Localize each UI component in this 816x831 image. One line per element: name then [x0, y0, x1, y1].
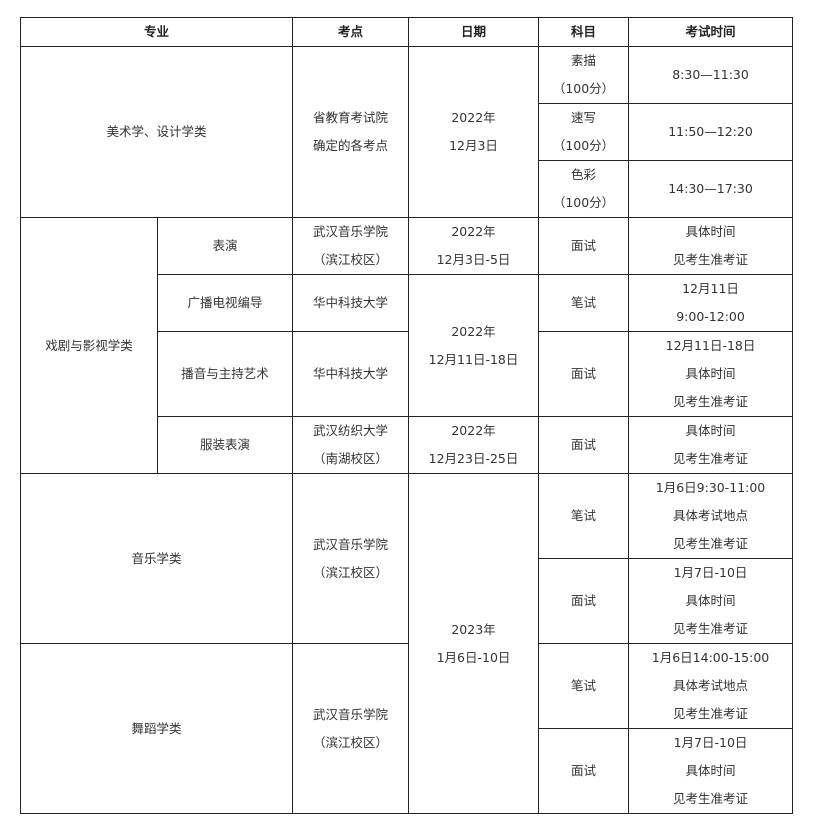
- location-cell: 省教育考试院 确定的各考点: [292, 46, 410, 218]
- subject-cell: 素描 （100分）: [538, 46, 630, 104]
- time-cell: 1月7日-10日 具体时间 见考生准考证: [628, 558, 794, 644]
- subject-cell: 笔试: [538, 643, 630, 729]
- header-date: 日期: [408, 17, 540, 47]
- location-cell: 武汉音乐学院 （滨江校区）: [292, 473, 410, 644]
- table-row: 广播电视编导 华中科技大学 2022年 12月11日-18日 笔试 12月11日…: [21, 274, 794, 417]
- sub-major-cell: 广播电视编导: [156, 274, 294, 332]
- subject-cell: 色彩 （100分）: [538, 160, 630, 218]
- subject-cell: 笔试: [538, 274, 630, 332]
- location-cell: 武汉纺织大学 （南湖校区）: [292, 416, 410, 474]
- subject-cell: 速写 （100分）: [538, 103, 630, 161]
- time-cell: 12月11日-18日 具体时间 见考生准考证: [628, 331, 794, 417]
- table-row: 面试 1月7日-10日 具体时间 见考生准考证: [21, 728, 794, 814]
- subject-cell: 笔试: [538, 473, 630, 559]
- location-cell: 华中科技大学: [292, 274, 410, 332]
- date-cell: 2022年 12月3日-5日: [408, 217, 540, 275]
- header-time: 考试时间: [628, 17, 794, 47]
- time-cell: 1月6日14:00-15:00 具体考试地点 见考生准考证: [628, 643, 794, 729]
- major-cell: 舞蹈学类: [19, 643, 294, 814]
- sub-major-cell: 服装表演: [156, 416, 294, 474]
- header-row: 专业 考点 日期 科目 考试时间: [19, 17, 794, 47]
- date-cell: 2022年 12月23日-25日: [408, 416, 540, 474]
- time-cell: 1月6日9:30-11:00 具体考试地点 见考生准考证: [628, 473, 794, 559]
- major-cell: 美术学、设计学类: [19, 46, 294, 218]
- time-cell: 具体时间 见考生准考证: [628, 416, 794, 474]
- major-cell: 音乐学类: [19, 473, 294, 644]
- table-row: 戏剧与影视学类 表演 武汉音乐学院 （滨江校区） 2022年 12月3日-5日 …: [20, 217, 794, 474]
- location-cell: 武汉音乐学院 （滨江校区）: [292, 217, 410, 275]
- date-cell: 2022年 12月3日: [408, 46, 540, 218]
- location-cell: 华中科技大学: [292, 331, 410, 417]
- table-row: 面试 1月7日-10日 具体时间 见考生准考证: [21, 558, 794, 644]
- subject-cell: 面试: [538, 416, 630, 474]
- table-row: 速写 （100分） 11:50—12:20: [21, 103, 794, 161]
- exam-schedule-table: 专业 考点 日期 科目 考试时间 美术学、设计学类 省教育考试院 确定的各考点 …: [19, 17, 794, 814]
- time-cell: 8:30—11:30: [628, 46, 794, 104]
- header-location: 考点: [292, 17, 410, 47]
- table-row: 色彩 （100分） 14:30—17:30: [21, 160, 794, 218]
- time-cell: 11:50—12:20: [628, 103, 794, 161]
- table-row: 音乐学类 武汉音乐学院 （滨江校区） 2023年 1月6日-10日 笔试 1月6…: [19, 473, 794, 814]
- subject-cell: 面试: [538, 558, 630, 644]
- time-cell: 12月11日 9:00-12:00: [628, 274, 794, 332]
- table-row: 播音与主持艺术 华中科技大学 面试 12月11日-18日 具体时间 见考生准考证: [21, 331, 794, 417]
- location-cell: 武汉音乐学院 （滨江校区）: [292, 643, 410, 814]
- sub-major-cell: 播音与主持艺术: [156, 331, 294, 417]
- table-row: 美术学、设计学类 省教育考试院 确定的各考点 2022年 12月3日 素描 （1…: [19, 46, 794, 218]
- subject-cell: 面试: [538, 331, 630, 417]
- time-cell: 1月7日-10日 具体时间 见考生准考证: [628, 728, 794, 814]
- sub-major-cell: 表演: [156, 217, 294, 275]
- subject-cell: 面试: [538, 728, 630, 814]
- time-cell: 具体时间 见考生准考证: [628, 217, 794, 275]
- date-cell: 2022年 12月11日-18日: [408, 274, 540, 417]
- date-cell: 2023年 1月6日-10日: [408, 473, 540, 814]
- time-cell: 14:30—17:30: [628, 160, 794, 218]
- header-major: 专业: [19, 17, 294, 47]
- major-cell: 戏剧与影视学类: [20, 217, 158, 474]
- table-row: 舞蹈学类 武汉音乐学院 （滨江校区） 笔试 1月6日14:00-15:00 具体…: [19, 643, 794, 814]
- header-subject: 科目: [538, 17, 630, 47]
- subject-cell: 面试: [538, 217, 630, 275]
